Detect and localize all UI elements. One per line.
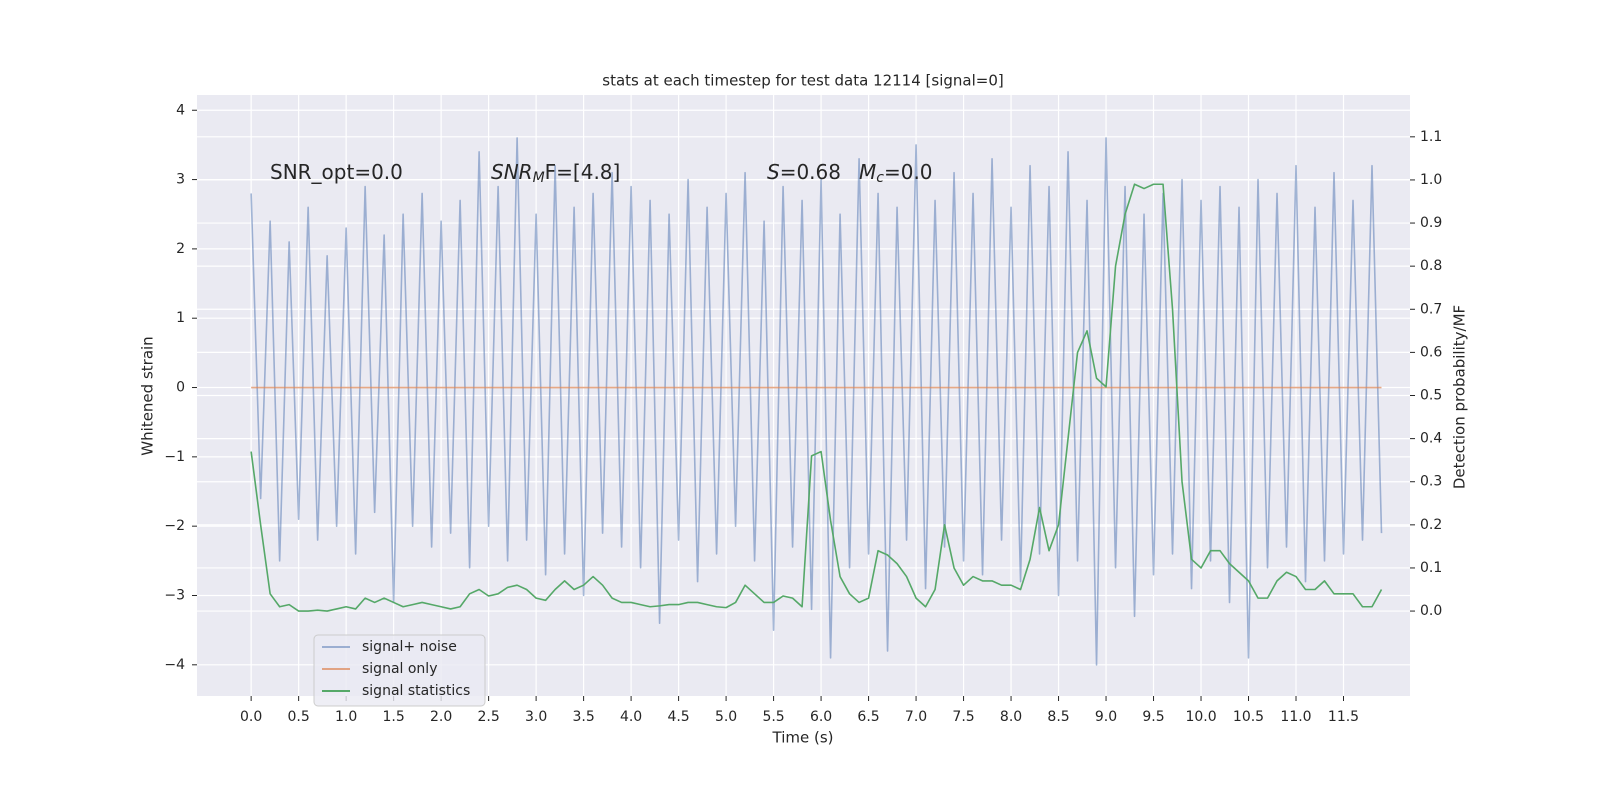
legend-box (313, 634, 486, 707)
annotation-subscript: M (533, 170, 545, 186)
y2-tick-label: 1.1 (1420, 129, 1442, 145)
chart-title: stats at each timestep for test data 121… (602, 72, 1003, 90)
y-tick-label: 2 (176, 241, 185, 257)
x-tick-label: 1.5 (382, 709, 404, 725)
y-tick-label: −1 (164, 449, 185, 465)
legend-label: signal statistics (362, 683, 470, 699)
y-axis-label: Whitened strain (139, 336, 157, 455)
x-tick-label: 6.0 (810, 709, 832, 725)
annotation-text: =0.68 (780, 160, 841, 184)
annotation-text: F=[4.8] (545, 160, 621, 184)
legend-label: signal only (362, 661, 437, 677)
labels: 0.0 0.5 1.0 1.5 2.0 2.5 3.0 3.5 4.0 4.5 5.0 5.5 6.0 6… (164, 102, 1442, 725)
y-tick-label: 3 (176, 172, 185, 188)
y2-axis-label: Detection probability/MF (1451, 305, 1469, 489)
x-tick-label: 3.0 (525, 709, 547, 725)
y2-tick-label: 0.9 (1420, 215, 1442, 231)
y2-tick-label: 0.2 (1420, 517, 1442, 533)
annotation: Mc=0.0 (859, 160, 933, 187)
y2-tick-label: 0.5 (1420, 388, 1442, 404)
annotation: SNRMF=[4.8] (491, 160, 620, 187)
x-tick-label: 0.0 (240, 709, 262, 725)
x-tick-label: 11.0 (1280, 709, 1311, 725)
x-tick-label: 11.5 (1328, 709, 1359, 725)
x-tick-label: 4.5 (667, 709, 689, 725)
x-tick-label: 8.5 (1047, 709, 1069, 725)
x-axis-label: Time (s) (772, 729, 834, 747)
x-tick-label: 9.0 (1095, 709, 1117, 725)
x-tick-label: 7.5 (952, 709, 974, 725)
annotation-italic: S (767, 160, 780, 184)
x-tick-label: 8.0 (1000, 709, 1022, 725)
x-tick-label: 4.0 (620, 709, 642, 725)
y-tick-label: 1 (176, 310, 185, 326)
y-tick-label: 0 (176, 380, 185, 396)
annotation-subscript: c (876, 170, 884, 186)
y2-tick-label: 0.6 (1420, 344, 1442, 360)
annotation-italic: SNR (491, 160, 533, 184)
x-tick-label: 10.5 (1233, 709, 1264, 725)
x-tick-label: 6.5 (857, 709, 879, 725)
annotation-italic: M (859, 160, 876, 184)
y-tick-label: −2 (164, 518, 185, 534)
y2-tick-label: 1.0 (1420, 172, 1442, 188)
y2-tick-label: 0.3 (1420, 474, 1442, 490)
y2-tick-label: 0.4 (1420, 431, 1442, 447)
annotation: S=0.68 (767, 160, 841, 184)
series-line (250, 137, 1383, 666)
x-tick-label: 5.0 (715, 709, 737, 725)
y2-tick-label: 0.8 (1420, 258, 1442, 274)
y2-tick-label: 0.0 (1420, 603, 1442, 619)
x-tick-label: 9.5 (1142, 709, 1164, 725)
x-tick-label: 2.5 (477, 709, 499, 725)
y-tick-label: −4 (164, 657, 185, 673)
annotation-text: =0.0 (884, 160, 933, 184)
annotation: SNR_opt=0.0 (270, 160, 403, 184)
legend: signal+ noise signal only signal statistic… (313, 634, 486, 707)
legend-label: signal+ noise (362, 639, 457, 655)
x-tick-label: 5.5 (762, 709, 784, 725)
y2-tick-label: 0.1 (1420, 560, 1442, 576)
x-tick-label: 1.0 (335, 709, 357, 725)
x-tick-label: 10.0 (1185, 709, 1216, 725)
annotation-text: SNR_opt=0.0 (270, 160, 403, 184)
y-tick-label: −3 (164, 587, 185, 603)
marks (250, 137, 1383, 666)
x-tick-label: 2.0 (430, 709, 452, 725)
x-tick-label: 3.5 (572, 709, 594, 725)
y-tick-label: 4 (176, 102, 185, 118)
x-tick-label: 0.5 (288, 709, 310, 725)
x-tick-label: 7.0 (905, 709, 927, 725)
series-line (250, 183, 1383, 612)
y2-tick-label: 0.7 (1420, 301, 1442, 317)
